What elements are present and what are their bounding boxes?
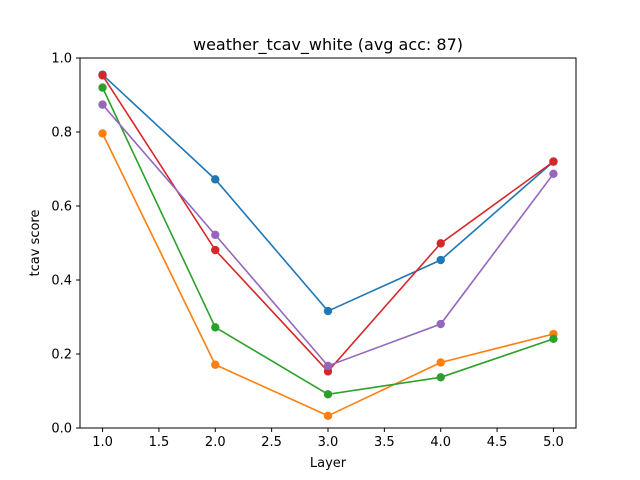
y-axis-label: tcav score [28, 210, 43, 277]
x-tick-label: 4.5 [487, 435, 508, 450]
series-5 [98, 100, 558, 371]
y-axis: 0.0 0.2 0.4 0.6 0.8 1.0 [51, 52, 80, 437]
chart-title: weather_tcav_white (avg acc: 87) [193, 35, 463, 55]
data-point [323, 390, 333, 399]
data-point [98, 129, 107, 138]
x-tick-label: 5.0 [543, 435, 564, 450]
series-line [101, 74, 554, 373]
y-tick-label: 0.6 [51, 200, 72, 215]
data-point [549, 157, 558, 166]
x-tick-label: 2.0 [205, 435, 226, 450]
series-2 [98, 129, 558, 420]
y-tick-label: 0.0 [51, 422, 72, 437]
x-tick-label: 4.0 [430, 435, 451, 450]
data-point [211, 360, 220, 369]
x-tick-label: 1.5 [149, 435, 170, 450]
data-point [211, 245, 220, 255]
x-tick-label: 3.5 [374, 435, 395, 450]
x-tick-label: 1.0 [92, 435, 113, 450]
data-point [436, 239, 445, 248]
y-tick-label: 0.8 [51, 126, 72, 141]
series-line [102, 74, 554, 313]
y-tick-label: 1.0 [51, 52, 72, 67]
data-point [323, 411, 333, 420]
series-3 [98, 83, 558, 399]
y-tick-label: 0.2 [51, 348, 72, 363]
y-tick-label: 0.4 [51, 274, 72, 289]
data-point [436, 373, 445, 382]
data-point [98, 100, 107, 109]
x-tick-label: 3.0 [318, 435, 339, 450]
data-point [98, 83, 107, 92]
data-point [549, 169, 558, 179]
data-point [436, 255, 445, 265]
data-point [436, 358, 445, 367]
data-point [98, 71, 107, 80]
series-line [101, 104, 555, 367]
data-point [549, 334, 558, 344]
data-point [436, 319, 445, 329]
data-point [323, 306, 333, 316]
x-tick-label: 2.5 [261, 435, 282, 450]
series-1 [98, 70, 558, 316]
data-point [323, 361, 333, 371]
data-point [211, 230, 220, 240]
series-layer [98, 70, 558, 420]
x-axis-label: Layer [310, 456, 347, 471]
x-axis: 1.0 1.5 2.0 2.5 3.0 3.5 4.0 4.5 5.0 [92, 428, 564, 450]
data-point [211, 323, 220, 332]
data-point [211, 175, 220, 184]
series-line [101, 87, 554, 396]
